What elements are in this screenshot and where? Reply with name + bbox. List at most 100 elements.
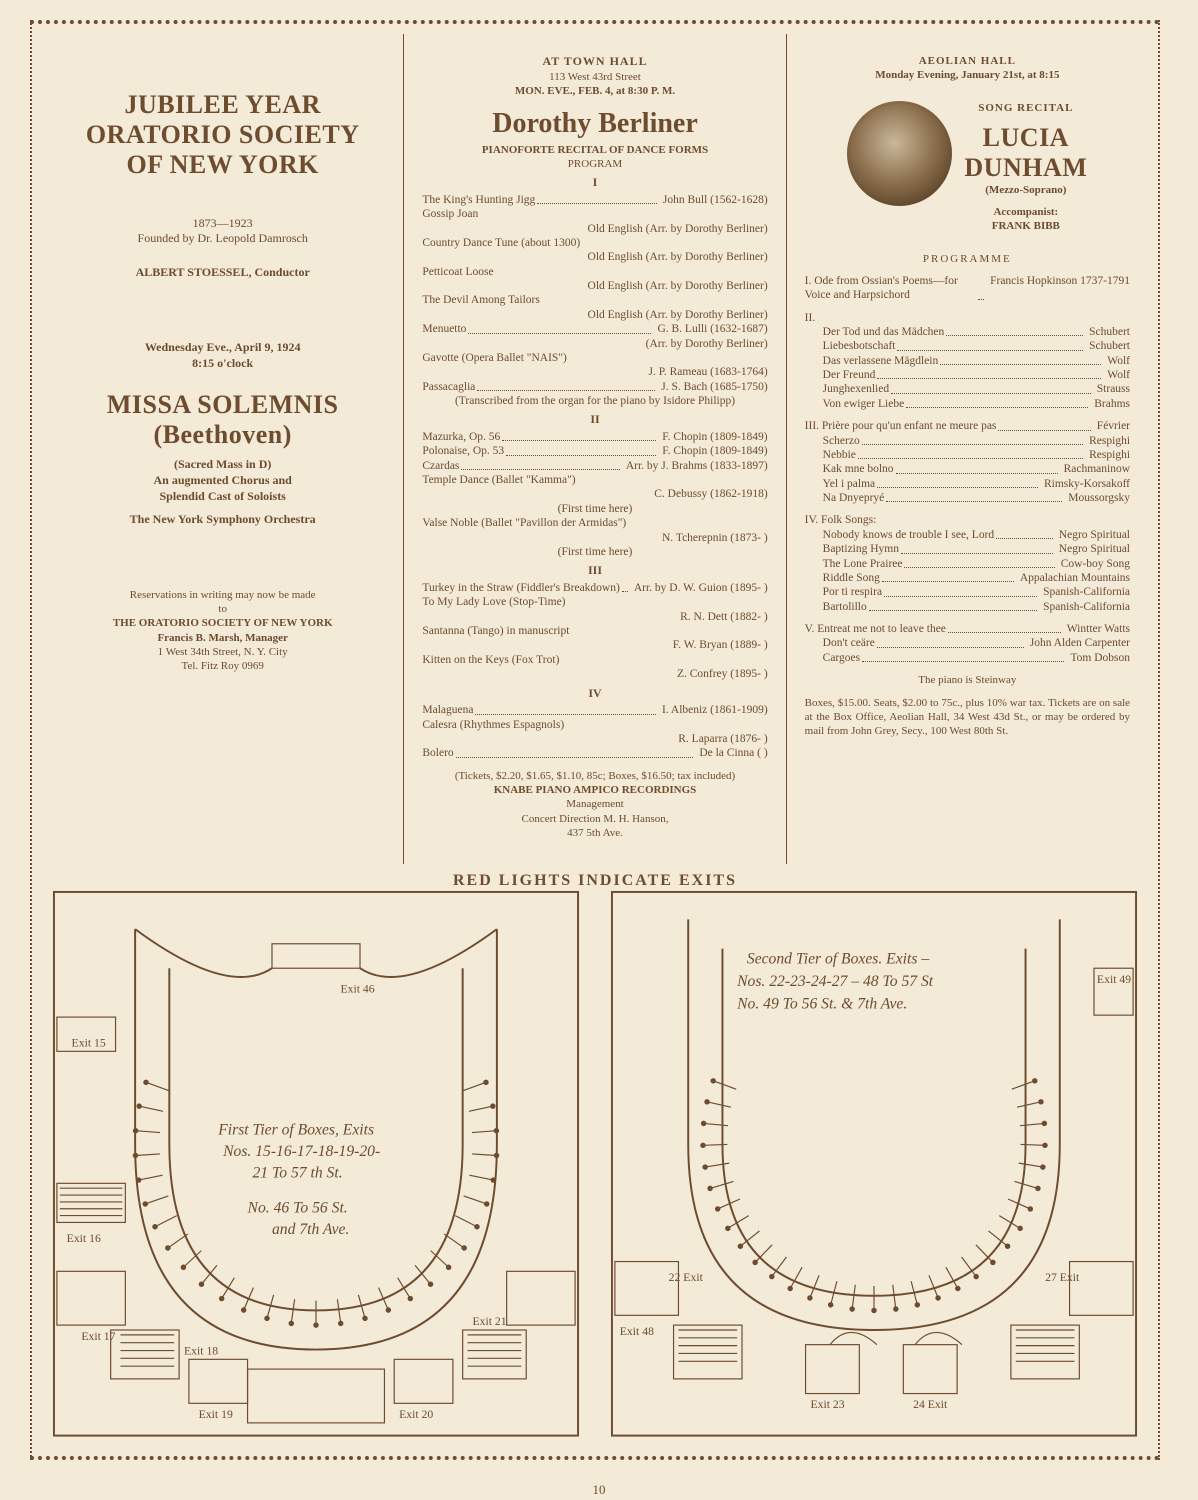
name2: DUNHAM — [964, 153, 1087, 183]
program-line: Old English (Arr. by Dorothy Berliner) — [422, 279, 767, 293]
programme-line: Das verlassene MägdleinWolf — [805, 354, 1130, 368]
program-line: Old English (Arr. by Dorothy Berliner) — [422, 222, 767, 236]
program-line: The King's Hunting JiggJohn Bull (1562-1… — [422, 193, 767, 207]
program-line: To My Lady Love (Stop-Time) — [422, 595, 767, 609]
address: 1 West 34th Street, N. Y. City — [60, 645, 385, 659]
program-line: Calesra (Rhythmes Espagnols) — [422, 718, 767, 732]
manager: Francis B. Marsh, Manager — [60, 631, 385, 645]
d1-h3: 21 To 57 th St. — [252, 1164, 342, 1181]
d2-e48: Exit 48 — [620, 1325, 654, 1338]
programme-line: JunghexenliedStrauss — [805, 382, 1130, 396]
programme-line: ScherzoRespighi — [805, 434, 1130, 448]
tickets: (Tickets, $2.20, $1.65, $1.10, 85c; Boxe… — [422, 769, 767, 783]
song-recital: SONG RECITAL — [964, 101, 1087, 115]
program-line: R. Laparra (1876- ) — [422, 732, 767, 746]
programme-list: I. Ode from Ossian's Poems—for Voice and… — [805, 274, 1130, 665]
diagram-second-tier: Second Tier of Boxes. Exits – Nos. 22-23… — [610, 890, 1138, 1438]
founded: Founded by Dr. Leopold Damrosch — [60, 231, 385, 247]
d1-e19: Exit 19 — [199, 1408, 233, 1421]
conductor: ALBERT STOESSEL, Conductor — [60, 265, 385, 281]
program-line: Mazurka, Op. 56F. Chopin (1809-1849) — [422, 430, 767, 444]
venue-addr: 113 West 43rd Street — [422, 70, 767, 84]
programme-group: I. Ode from Ossian's Poems—for Voice and… — [805, 274, 1130, 303]
work-desc1: An augmented Chorus and — [60, 473, 385, 489]
programme-line: Der FreundWolf — [805, 368, 1130, 382]
programme-line: Der Tod und das MädchenSchubert — [805, 325, 1130, 339]
d2-h3: No. 49 To 56 St. & 7th Ave. — [736, 995, 907, 1012]
diagram-first-tier: First Tier of Boxes, Exits Nos. 15-16-17… — [52, 890, 580, 1438]
program-list: I The King's Hunting JiggJohn Bull (1562-… — [422, 175, 767, 761]
d2-h1: Second Tier of Boxes. Exits – — [747, 950, 929, 967]
page-number: 10 — [593, 1482, 606, 1498]
title-line1: JUBILEE YEAR — [60, 90, 385, 120]
concert-time: 8:15 o'clock — [60, 356, 385, 372]
title-line2: ORATORIO SOCIETY — [60, 120, 385, 150]
programme-line: Riddle SongAppalachian Mountains — [805, 571, 1130, 585]
programme: PROGRAMME — [805, 252, 1130, 266]
subtitle: PIANOFORTE RECITAL OF DANCE FORMS — [422, 143, 767, 157]
col-dunham: AEOLIAN HALL Monday Evening, January 21s… — [787, 34, 1148, 864]
d1-e16: Exit 16 — [67, 1232, 101, 1245]
program-line: Old English (Arr. by Dorothy Berliner) — [422, 250, 767, 264]
program-line: (First time here) — [422, 502, 767, 516]
program-line: Gossip Joan — [422, 207, 767, 221]
d2-e27: 27 Exit — [1045, 1271, 1080, 1284]
programme-line: Von ewiger LiebeBrahms — [805, 397, 1130, 411]
program-line: (First time here) — [422, 545, 767, 559]
mid-date: MON. EVE., FEB. 4, at 8:30 P. M. — [422, 84, 767, 98]
d1-h4: No. 46 To 56 St. — [247, 1200, 348, 1217]
programme-line: Don't ceäreJohn Alden Carpenter — [805, 636, 1130, 650]
program-section: I — [422, 175, 767, 191]
program-line: Country Dance Tune (about 1300) — [422, 236, 767, 250]
programme-line: Na DnyepryéMoussorgsky — [805, 491, 1130, 505]
program-line: Gavotte (Opera Ballet "NAIS") — [422, 351, 767, 365]
years: 1873—1923 — [60, 216, 385, 232]
program-line: C. Debussy (1862-1918) — [422, 487, 767, 501]
acc-name: FRANK BIBB — [964, 219, 1087, 233]
program-line: Kitten on the Keys (Fox Trot) — [422, 653, 767, 667]
name1: LUCIA — [964, 123, 1087, 153]
program-line: Valse Noble (Ballet "Pavillon der Armida… — [422, 516, 767, 530]
d2-e49: Exit 49 — [1097, 973, 1131, 986]
d2-e23: Exit 23 — [810, 1398, 844, 1411]
program-line: Petticoat Loose — [422, 265, 767, 279]
reserve-line: Reservations in writing may now be made — [60, 588, 385, 602]
acc-label: Accompanist: — [964, 205, 1087, 219]
artist-name: Dorothy Berliner — [422, 106, 767, 142]
d1-h2: Nos. 15-16-17-18-19-20- — [222, 1143, 380, 1160]
venue: AT TOWN HALL — [422, 54, 767, 70]
program-line: (Arr. by Dorothy Berliner) — [422, 337, 767, 351]
program-line: F. W. Bryan (1889- ) — [422, 638, 767, 652]
piano-right: The piano is Steinway — [805, 673, 1130, 687]
programme-line: Nobody knows de trouble I see, LordNegro… — [805, 528, 1130, 542]
exit-diagrams: First Tier of Boxes, Exits Nos. 15-16-17… — [42, 890, 1148, 1438]
venue-right: AEOLIAN HALL — [805, 54, 1130, 68]
mgmt: Management — [422, 797, 767, 811]
program-line: (Transcribed from the organ for the pian… — [422, 394, 767, 408]
program-line: The Devil Among Tailors — [422, 293, 767, 307]
title-line3: OF NEW YORK — [60, 150, 385, 180]
programme-group: II. — [805, 311, 1130, 325]
program-line: Polonaise, Op. 53F. Chopin (1809-1849) — [422, 444, 767, 458]
reserve-to: to — [60, 602, 385, 616]
program-line: MalaguenaI. Albeniz (1861-1909) — [422, 703, 767, 717]
program-line: BoleroDe la Cinna ( ) — [422, 746, 767, 760]
program-section: II — [422, 412, 767, 428]
work-title: MISSA SOLEMNIS — [60, 390, 385, 420]
program-line: Turkey in the Straw (Fiddler's Breakdown… — [422, 581, 767, 595]
programme-line: CargoesTom Dobson — [805, 651, 1130, 665]
d2-e24: 24 Exit — [913, 1398, 948, 1411]
program-label: PROGRAM — [422, 157, 767, 171]
work-sub: (Sacred Mass in D) — [60, 457, 385, 473]
d1-e15: Exit 15 — [72, 1036, 106, 1049]
d1-e17: Exit 17 — [81, 1330, 115, 1343]
work-desc2: Splendid Cast of Soloists — [60, 489, 385, 505]
programme-group: V. Entreat me not to leave theeWintter W… — [805, 622, 1130, 636]
programme-line: BartolilloSpanish-California — [805, 600, 1130, 614]
voice: (Mezzo-Soprano) — [964, 183, 1087, 197]
program-line: N. Tcherepnin (1873- ) — [422, 531, 767, 545]
d1-e46: Exit 46 — [340, 983, 374, 996]
col-berliner: AT TOWN HALL 113 West 43rd Street MON. E… — [404, 34, 786, 864]
phone: Tel. Fitz Roy 0969 — [60, 659, 385, 673]
artist-portrait — [847, 101, 952, 206]
